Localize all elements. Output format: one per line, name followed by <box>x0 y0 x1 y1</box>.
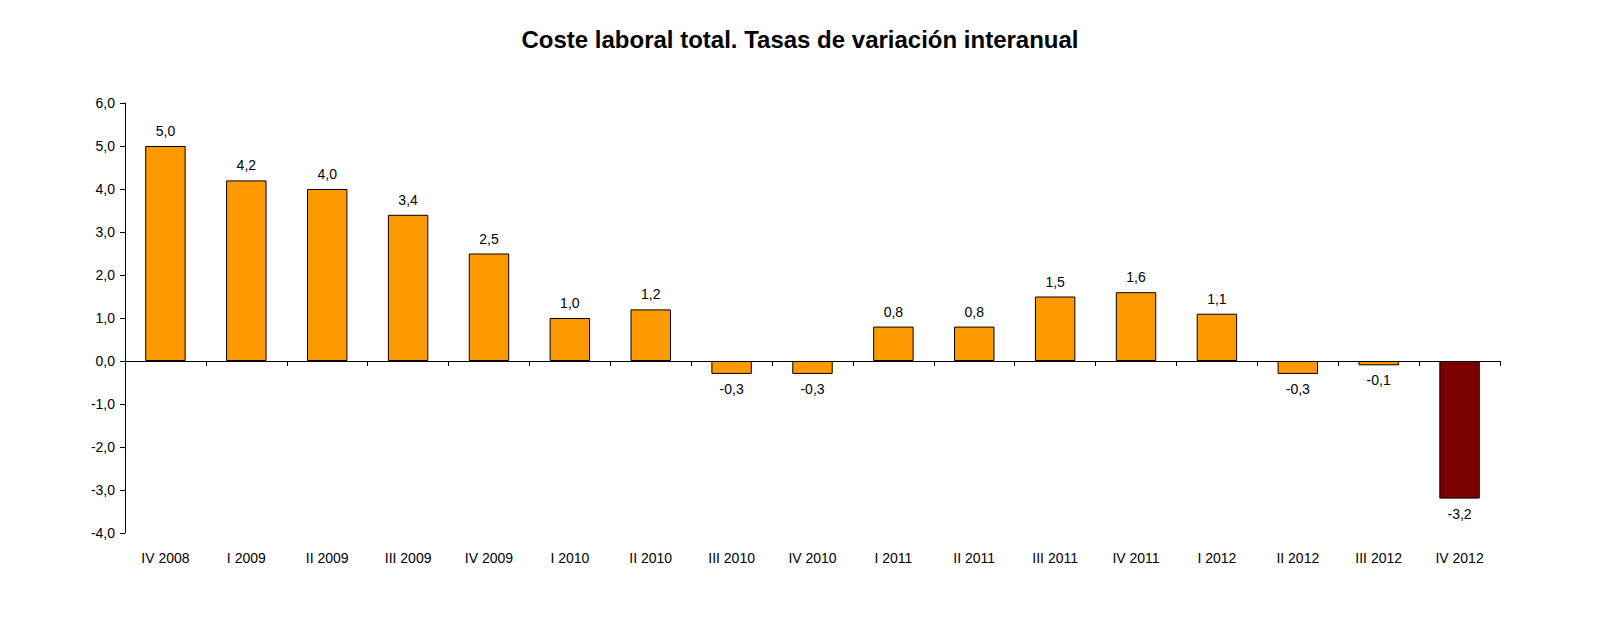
svg-text:II 2009: II 2009 <box>306 550 349 566</box>
svg-text:3,4: 3,4 <box>398 192 418 208</box>
svg-text:Coste laboral total. Tasas de: Coste laboral total. Tasas de variación … <box>521 26 1078 53</box>
svg-text:II 2012: II 2012 <box>1276 550 1319 566</box>
svg-text:1,0: 1,0 <box>560 295 580 311</box>
svg-text:0,8: 0,8 <box>965 304 985 320</box>
svg-text:2,5: 2,5 <box>479 231 499 247</box>
svg-text:3,0: 3,0 <box>96 224 116 240</box>
svg-text:III 2010: III 2010 <box>708 550 755 566</box>
svg-text:I 2011: I 2011 <box>874 550 912 566</box>
svg-text:5,0: 5,0 <box>96 138 116 154</box>
svg-text:III 2011: III 2011 <box>1032 550 1078 566</box>
svg-text:IV 2009: IV 2009 <box>465 550 513 566</box>
svg-text:2,0: 2,0 <box>96 267 116 283</box>
svg-text:III 2012: III 2012 <box>1355 550 1402 566</box>
svg-text:I 2012: I 2012 <box>1197 550 1236 566</box>
svg-text:-2,0: -2,0 <box>91 439 115 455</box>
svg-text:1,0: 1,0 <box>96 310 116 326</box>
svg-text:-0,3: -0,3 <box>720 381 744 397</box>
svg-text:1,2: 1,2 <box>641 286 661 302</box>
svg-text:IV 2011: IV 2011 <box>1112 550 1159 566</box>
svg-text:6,0: 6,0 <box>96 95 116 111</box>
svg-text:I 2010: I 2010 <box>550 550 589 566</box>
svg-text:III 2009: III 2009 <box>385 550 432 566</box>
svg-text:-3,2: -3,2 <box>1447 506 1471 522</box>
svg-text:0,0: 0,0 <box>96 353 116 369</box>
svg-text:1,1: 1,1 <box>1207 291 1227 307</box>
svg-text:II 2011: II 2011 <box>953 550 995 566</box>
svg-text:-1,0: -1,0 <box>91 396 115 412</box>
svg-text:IV 2008: IV 2008 <box>141 550 189 566</box>
svg-text:-3,0: -3,0 <box>91 482 115 498</box>
svg-text:II 2010: II 2010 <box>629 550 672 566</box>
svg-text:I 2009: I 2009 <box>227 550 266 566</box>
svg-text:IV 2012: IV 2012 <box>1435 550 1483 566</box>
svg-text:-0,3: -0,3 <box>1286 381 1310 397</box>
svg-text:5,0: 5,0 <box>156 123 176 139</box>
svg-text:-0,3: -0,3 <box>800 381 824 397</box>
svg-text:-4,0: -4,0 <box>91 525 115 541</box>
svg-text:1,5: 1,5 <box>1045 274 1065 290</box>
svg-text:4,0: 4,0 <box>317 166 337 182</box>
svg-text:4,0: 4,0 <box>96 181 116 197</box>
svg-text:1,6: 1,6 <box>1126 269 1146 285</box>
svg-text:0,8: 0,8 <box>884 304 904 320</box>
svg-text:4,2: 4,2 <box>237 157 257 173</box>
svg-text:IV 2010: IV 2010 <box>788 550 836 566</box>
svg-text:-0,1: -0,1 <box>1367 372 1391 388</box>
